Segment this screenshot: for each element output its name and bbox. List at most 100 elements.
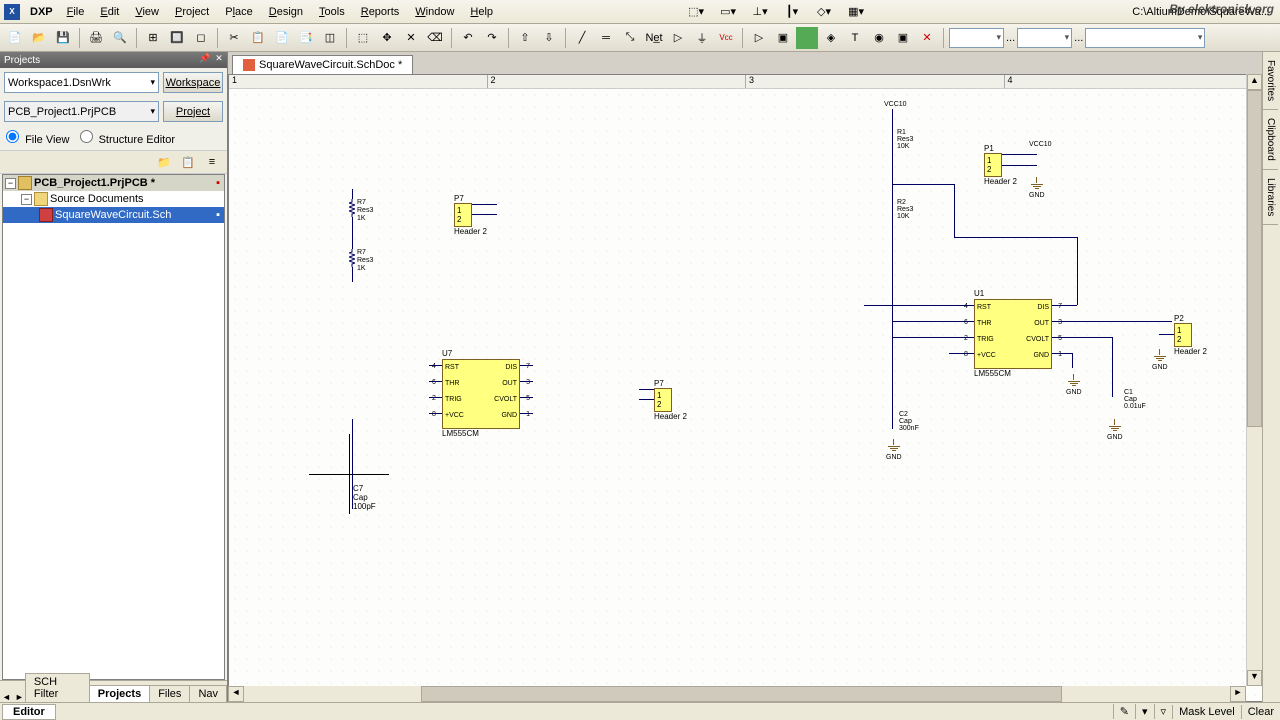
vtab-clipboard[interactable]: Clipboard [1263, 110, 1278, 170]
comp-r1[interactable]: R1 Res3 10K [897, 129, 913, 150]
tb-paste-sp[interactable]: 📑 [295, 27, 317, 49]
tab-projects[interactable]: Projects [89, 685, 150, 702]
status-mask-level[interactable]: Mask Level [1172, 705, 1241, 719]
tb-preview[interactable]: 🔍 [109, 27, 131, 49]
tb-paste[interactable]: 📄 [271, 27, 293, 49]
comp-c7[interactable]: C7 Cap 100pF [353, 484, 376, 511]
tree-schematic-file[interactable]: SquareWaveCircuit.Sch ▪ [3, 207, 224, 223]
combo-2[interactable] [1017, 28, 1072, 48]
tb-hier-dn[interactable]: ⇩ [538, 27, 560, 49]
editor-tab[interactable]: Editor [2, 704, 56, 720]
dxp-menu[interactable]: DXP [24, 6, 59, 18]
comp-r7b[interactable]: R7 Res3 1K [349, 249, 355, 269]
gnd-p1[interactable]: GND [1029, 177, 1045, 199]
tb-zoom-area[interactable]: 🔲 [166, 27, 188, 49]
label-vcc10[interactable]: VCC10 [884, 101, 907, 108]
comp-c1[interactable]: C1 Cap 0.01uF [1124, 389, 1146, 410]
tb-clear[interactable]: ⌫ [424, 27, 446, 49]
tb-netlabel[interactable]: Ne̲t [643, 27, 665, 49]
tb-busentry[interactable]: ⤡ [619, 27, 641, 49]
tb-sheet[interactable]: ▣ [772, 27, 794, 49]
tb-print[interactable]: 🖨 [85, 27, 107, 49]
mini-btn-2[interactable]: 📋 [177, 151, 199, 173]
status-clear[interactable]: Clear [1241, 705, 1280, 719]
workspace-button[interactable]: Workspace [163, 72, 223, 93]
tb-cut[interactable]: ✂ [223, 27, 245, 49]
project-tree[interactable]: − PCB_Project1.PrjPCB * ▪ − Source Docum… [2, 174, 225, 680]
tb-open[interactable]: 📂 [28, 27, 50, 49]
gnd-c2[interactable]: GND [886, 439, 902, 461]
tb-undo[interactable]: ↶ [457, 27, 479, 49]
tb-zoom-fit[interactable]: ⊞ [142, 27, 164, 49]
tb-bus[interactable]: ═ [595, 27, 617, 49]
combo-1[interactable] [949, 28, 1004, 48]
status-icon-2[interactable]: ▾ [1135, 704, 1154, 719]
tb-align-dd[interactable]: ▭▾ [713, 1, 743, 23]
tb-close[interactable]: ✕ [916, 27, 938, 49]
tb-select-dd[interactable]: ⬚▾ [681, 1, 711, 23]
tb-port[interactable]: ▷ [667, 27, 689, 49]
vtab-favorites[interactable]: Favorites [1263, 52, 1278, 110]
comp-p7-right[interactable]: P7 12 Header 2 [654, 379, 687, 421]
tb-deselect[interactable]: ✕ [400, 27, 422, 49]
tb-hier-up[interactable]: ⇧ [514, 27, 536, 49]
comp-p2[interactable]: P2 12 Header 2 [1174, 314, 1207, 356]
tb-harness[interactable]: ◈ [820, 27, 842, 49]
schematic-canvas[interactable]: 12 34 R7 Res3 1K R7 Res3 1K [228, 74, 1264, 702]
comp-r2[interactable]: R2 Res3 10K [897, 199, 913, 220]
comp-r7a[interactable]: R7 Res3 1K [349, 199, 355, 219]
tb-vcc[interactable]: Vcc [715, 27, 737, 49]
comp-c2[interactable]: C2 Cap 300nF [899, 411, 919, 432]
mini-btn-1[interactable]: 📁 [153, 151, 175, 173]
tb-power[interactable]: ⏚ [691, 27, 713, 49]
tb-text[interactable]: T [844, 27, 866, 49]
tb-wire[interactable]: ╱ [571, 27, 593, 49]
menu-window[interactable]: Window [407, 6, 462, 18]
combo-3[interactable] [1085, 28, 1205, 48]
menu-view[interactable]: View [127, 6, 167, 18]
tb-zoom-sel[interactable]: ◻ [190, 27, 212, 49]
menu-edit[interactable]: Edit [92, 6, 127, 18]
tab-files[interactable]: Files [149, 685, 190, 702]
comp-p7-top[interactable]: P7 12 Header 2 [454, 194, 487, 236]
label-vcc10-2[interactable]: VCC10 [1029, 141, 1052, 148]
tb-new[interactable]: 📄 [4, 27, 26, 49]
tab-nav[interactable]: Nav [189, 685, 227, 702]
tb-copy[interactable]: 📋 [247, 27, 269, 49]
tb-sheetentry[interactable] [796, 27, 818, 49]
gnd-u1[interactable]: GND [1066, 374, 1082, 396]
gnd-c1[interactable]: GND [1107, 419, 1123, 441]
pin-icon[interactable]: 📌 [199, 53, 211, 65]
tb-grid3-dd[interactable]: ▦▾ [841, 1, 871, 23]
tb-note[interactable]: ◉ [868, 27, 890, 49]
structure-editor-radio[interactable]: Structure Editor [80, 130, 175, 146]
tb-redo[interactable]: ↷ [481, 27, 503, 49]
menu-place[interactable]: Place [217, 6, 261, 18]
tab-nav-prev[interactable]: ◄ [0, 692, 13, 702]
horizontal-scrollbar[interactable]: ◄ ► [228, 686, 1246, 702]
tree-project-root[interactable]: − PCB_Project1.PrjPCB * ▪ [3, 175, 224, 191]
tb-noerr[interactable]: ▣ [892, 27, 914, 49]
menu-design[interactable]: Design [261, 6, 311, 18]
tb-rubber[interactable]: ◫ [319, 27, 341, 49]
tb-grid2-dd[interactable]: ◇▾ [809, 1, 839, 23]
comp-u1[interactable]: U1 RST THR TRIG +VCC DIS OUT CVOLT GND L… [974, 299, 1052, 378]
menu-tools[interactable]: Tools [311, 6, 353, 18]
tab-sch-filter[interactable]: SCH Filter [25, 673, 90, 702]
project-button[interactable]: Project [163, 101, 223, 122]
menu-project[interactable]: Project [167, 6, 217, 18]
tb-distrib-dd[interactable]: ⊥▾ [745, 1, 775, 23]
panel-close[interactable]: ✕ [213, 53, 225, 65]
gnd-p2[interactable]: GND [1152, 349, 1168, 371]
status-icon-1[interactable]: ✎ [1113, 704, 1135, 719]
workspace-combo[interactable]: Workspace1.DsnWrk [4, 72, 159, 93]
tb-part[interactable]: ▷ [748, 27, 770, 49]
file-view-radio[interactable]: File View [6, 130, 70, 146]
tb-select[interactable]: ⬚ [352, 27, 374, 49]
tree-source-docs[interactable]: − Source Documents [3, 191, 224, 207]
document-tab[interactable]: SquareWaveCircuit.SchDoc * [232, 55, 413, 74]
comp-u7[interactable]: U7 RST THR TRIG +VCC DIS OUT CVOLT GND L… [442, 359, 520, 438]
menu-reports[interactable]: Reports [353, 6, 408, 18]
tb-grid1-dd[interactable]: ┃▾ [777, 1, 807, 23]
mini-btn-3[interactable]: ≡ [201, 151, 223, 173]
